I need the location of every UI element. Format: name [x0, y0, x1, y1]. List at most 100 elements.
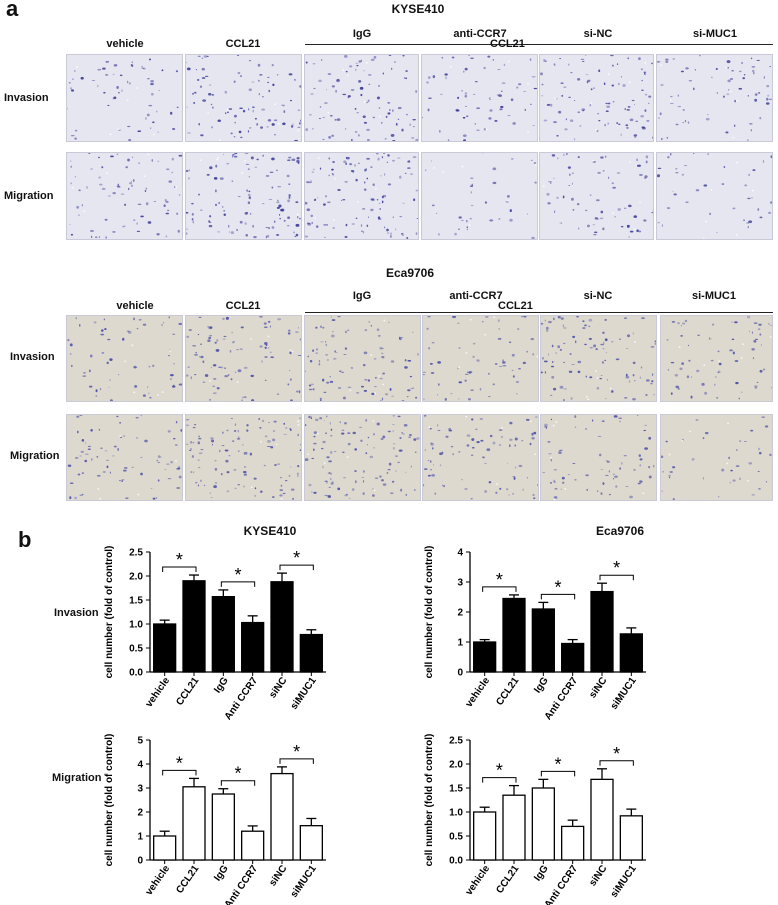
y-tick-label: 1.0	[129, 620, 143, 631]
y-tick-label: 1	[137, 832, 143, 843]
x-tick-label: siNC	[587, 675, 609, 700]
y-tick-label: 3	[137, 784, 143, 795]
x-tick-label: CCL21	[174, 863, 201, 896]
y-tick-label: 0.0	[129, 668, 143, 679]
bar	[153, 835, 177, 861]
column-label: si-NC	[583, 290, 613, 302]
group-label: CCL21	[490, 38, 525, 50]
row-label-migration: Migration	[10, 450, 60, 462]
bar	[619, 633, 643, 673]
bar	[211, 595, 235, 673]
column-label: IgG	[352, 290, 372, 302]
bar	[299, 633, 323, 673]
significance-star: *	[234, 565, 241, 585]
significance-bracket	[220, 581, 256, 587]
significance-star: *	[176, 753, 183, 773]
chart-row-label-invasion: Invasion	[54, 607, 99, 619]
y-axis-label: cell number (fold of control)	[104, 734, 115, 867]
y-tick-label: 0	[137, 856, 143, 867]
column-label: anti-CCR7	[449, 290, 503, 302]
x-tick-label: siNC	[267, 863, 289, 888]
y-tick-label: 1.0	[449, 808, 463, 819]
y-axis-label: cell number (fold of control)	[424, 734, 435, 867]
micrograph-migration-1	[185, 414, 302, 501]
significance-bracket	[540, 593, 576, 600]
micrograph-invasion-0	[66, 54, 183, 142]
bar	[531, 787, 555, 861]
x-tick-label: siMUC1	[289, 863, 319, 900]
significance-bracket	[279, 564, 314, 571]
significance-star: *	[554, 754, 561, 774]
bar	[270, 772, 294, 861]
bar	[561, 642, 585, 673]
bar	[473, 641, 497, 673]
bar-chart-eca9706-migration: cell number (fold of control) 0.0 0.5 1.0 1.…	[424, 734, 646, 905]
panel-a-letter: a	[6, 0, 19, 21]
x-tick-label: siMUC1	[289, 675, 319, 712]
y-tick-label: 4	[457, 548, 463, 559]
column-label: vehicle	[116, 300, 154, 312]
bar	[502, 597, 526, 673]
x-tick-label: IgG	[532, 863, 551, 883]
significance-star: *	[496, 570, 503, 590]
x-tick-label: siMUC1	[609, 863, 639, 900]
y-tick-label: 1.5	[449, 784, 463, 795]
bar	[211, 793, 235, 861]
column-label: vehicle	[106, 38, 144, 50]
bar	[502, 794, 526, 861]
x-tick-label: CCL21	[174, 675, 201, 708]
bar-chart-eca9706-invasion: cell number (fold of control) 0 1 2 3 4 vehicl…	[424, 546, 646, 722]
micrograph-invasion-2	[304, 315, 421, 402]
y-tick-label: 0	[457, 668, 463, 679]
bar	[182, 786, 206, 861]
group-underline	[305, 312, 773, 313]
bar	[561, 825, 585, 861]
micrograph-invasion-3	[421, 54, 538, 142]
micrograph-invasion-2	[304, 54, 419, 142]
significance-bracket	[220, 780, 256, 786]
significance-star: *	[234, 764, 241, 784]
bar	[590, 778, 614, 861]
x-tick-label: vehicle	[144, 863, 173, 897]
bar-chart-kyse410-invasion: cell number (fold of control) 0.0 0.5 1.0 1.…	[104, 546, 326, 722]
micrograph-migration-2	[304, 152, 419, 240]
significance-star: *	[293, 548, 300, 568]
bar	[153, 623, 177, 673]
column-label: IgG	[352, 28, 372, 40]
x-tick-label: IgG	[212, 675, 231, 695]
bar	[270, 581, 294, 673]
y-tick-label: 2	[137, 808, 143, 819]
column-label: anti-CCR7	[453, 28, 507, 40]
micrograph-invasion-5	[656, 54, 773, 142]
y-axis-label: cell number (fold of control)	[104, 546, 115, 679]
micrograph-invasion-4	[539, 54, 654, 142]
bar	[619, 815, 643, 861]
micrograph-migration-0	[66, 152, 183, 240]
significance-star: *	[613, 558, 620, 578]
significance-bracket	[162, 769, 197, 776]
row-label-invasion: Invasion	[10, 351, 55, 363]
bar	[182, 580, 206, 673]
significance-bracket	[162, 566, 197, 573]
micrograph-invasion-1	[185, 315, 302, 402]
significance-bracket	[482, 586, 517, 592]
y-tick-label: 0.0	[449, 856, 463, 867]
y-tick-label: 4	[137, 760, 143, 771]
micrograph-invasion-1	[185, 54, 302, 142]
bar	[241, 621, 265, 673]
y-tick-label: 1.5	[129, 596, 143, 607]
micrograph-migration-2	[304, 414, 421, 501]
y-tick-label: 5	[137, 736, 143, 747]
x-tick-label: IgG	[212, 863, 231, 883]
x-tick-label: vehicle	[464, 675, 493, 709]
x-tick-label: CCL21	[494, 863, 521, 896]
x-tick-label: siNC	[267, 675, 289, 700]
y-tick-label: 3	[457, 578, 463, 589]
group-underline	[305, 44, 773, 45]
x-tick-label: CCL21	[494, 675, 521, 708]
column-label: CCL21	[225, 38, 261, 50]
set-title: KYSE410	[391, 2, 445, 16]
x-tick-label: IgG	[532, 675, 551, 695]
x-tick-label: vehicle	[144, 675, 173, 709]
micrograph-migration-4	[540, 414, 657, 501]
